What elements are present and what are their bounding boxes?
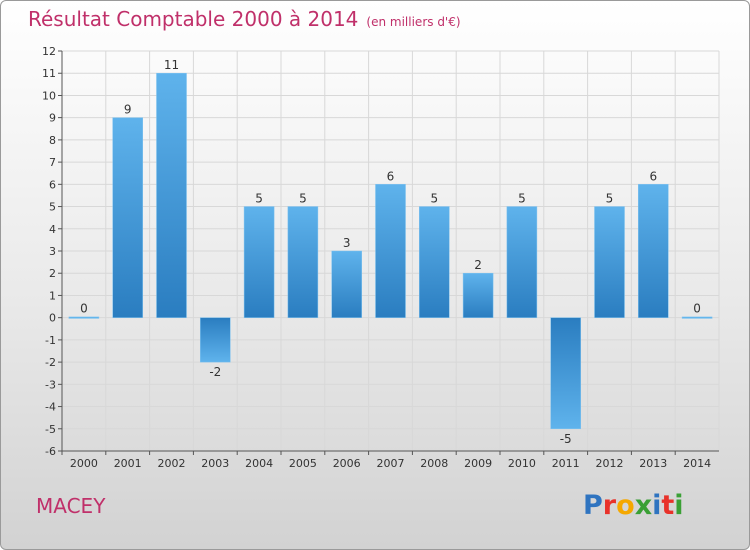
bar-2002 <box>156 72 187 318</box>
y-tick-label: 12 <box>42 45 56 58</box>
bar-2014 <box>681 316 713 319</box>
logo-letter: i <box>674 490 684 521</box>
bar-2013 <box>638 184 669 318</box>
bar-2007 <box>375 184 406 318</box>
x-tick-label: 2013 <box>639 457 667 470</box>
y-tick-label: 7 <box>49 156 56 169</box>
y-tick-label: 11 <box>42 67 56 80</box>
y-tick-label: -6 <box>45 445 56 458</box>
chart-subtitle: (en milliers d'€) <box>366 15 461 29</box>
data-label-2013: 6 <box>649 169 657 183</box>
bar-2005 <box>287 206 319 318</box>
data-label-2012: 5 <box>606 192 614 206</box>
data-label-2014: 0 <box>693 302 701 316</box>
logo-letter: r <box>602 490 617 521</box>
data-label-2002: 11 <box>164 58 179 72</box>
x-tick-label: 2011 <box>552 457 580 470</box>
bar-2001 <box>112 117 143 318</box>
bar-2012 <box>594 206 625 318</box>
x-tick-label: 2000 <box>70 457 98 470</box>
logo-letter: P <box>583 490 603 521</box>
x-tick-label: 2002 <box>158 457 186 470</box>
x-tick-label: 2006 <box>333 457 361 470</box>
bar-2010 <box>506 206 538 318</box>
y-tick-label: 2 <box>49 267 56 280</box>
y-tick-label: -5 <box>45 423 56 436</box>
data-label-2006: 3 <box>343 236 351 250</box>
y-tick-label: 9 <box>49 112 56 125</box>
y-tick-label: 6 <box>49 178 56 191</box>
bar-2009 <box>462 272 494 318</box>
data-label-2010: 5 <box>518 192 526 206</box>
y-tick-label: 3 <box>49 245 56 258</box>
y-tick-label: 0 <box>49 312 56 325</box>
logo-letter: o <box>616 490 635 521</box>
bar-2008 <box>419 206 450 318</box>
bar-2006 <box>331 250 362 318</box>
data-label-2004: 5 <box>255 192 263 206</box>
bar-2003 <box>200 317 231 363</box>
logo-letter: x <box>634 490 653 521</box>
y-tick-label: -2 <box>45 356 56 369</box>
y-tick-label: -4 <box>45 401 56 414</box>
logo-letter: t <box>661 490 675 521</box>
x-tick-label: 2009 <box>464 457 492 470</box>
data-label-2008: 5 <box>430 192 438 206</box>
data-label-2001: 9 <box>124 103 132 117</box>
chart-title: Résultat Comptable 2000 à 2014 (en millie… <box>28 7 461 31</box>
y-tick-label: 1 <box>49 289 56 302</box>
y-tick-label: 10 <box>42 89 56 102</box>
proxiti-logo[interactable]: Proxiti <box>583 490 684 521</box>
data-label-2000: 0 <box>80 302 88 316</box>
x-tick-label: 2007 <box>377 457 405 470</box>
x-tick-label: 2003 <box>201 457 229 470</box>
x-tick-label: 2005 <box>289 457 317 470</box>
data-label-2005: 5 <box>299 192 307 206</box>
x-tick-label: 2010 <box>508 457 536 470</box>
data-label-2009: 2 <box>474 258 482 272</box>
commune-name: MACEY <box>36 494 106 518</box>
y-tick-label: 8 <box>49 134 56 147</box>
x-tick-label: 2012 <box>596 457 624 470</box>
data-label-2011: -5 <box>560 432 572 446</box>
bar-2000 <box>68 316 100 319</box>
data-label-2003: -2 <box>209 365 221 379</box>
x-tick-label: 2014 <box>683 457 711 470</box>
data-label-2007: 6 <box>387 169 395 183</box>
x-tick-label: 2008 <box>420 457 448 470</box>
x-tick-label: 2004 <box>245 457 273 470</box>
chart-title-text: Résultat Comptable 2000 à 2014 <box>28 7 359 31</box>
bar-2004 <box>243 206 275 318</box>
bar-2011 <box>550 317 581 430</box>
bars <box>68 72 713 430</box>
y-tick-label: -3 <box>45 378 56 391</box>
y-tick-label: 5 <box>49 201 56 214</box>
y-tick-label: -1 <box>45 334 56 347</box>
logo-letter: i <box>652 490 662 521</box>
y-tick-label: 4 <box>49 223 56 236</box>
x-tick-label: 2001 <box>114 457 142 470</box>
data-labels: 0 9 11 -2 5 5 3 6 5 2 5 -5 5 6 0 <box>80 58 701 446</box>
